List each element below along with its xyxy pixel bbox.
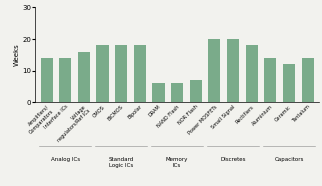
- Text: Memory
ICs: Memory ICs: [166, 157, 188, 168]
- Text: CMOS: CMOS: [92, 104, 106, 118]
- Text: Tantalum: Tantalum: [291, 104, 311, 124]
- Text: Capacitors: Capacitors: [274, 157, 304, 162]
- Bar: [171, 83, 183, 102]
- Text: DRAM: DRAM: [148, 104, 162, 118]
- Bar: [41, 58, 53, 102]
- Text: NOR Flash: NOR Flash: [177, 104, 199, 126]
- Bar: [115, 45, 127, 102]
- Bar: [246, 45, 258, 102]
- Text: NAND Flash: NAND Flash: [156, 104, 181, 129]
- Text: Voltage
regulators/Ref ICs: Voltage regulators/Ref ICs: [52, 104, 91, 143]
- Text: Bipolar: Bipolar: [127, 104, 143, 120]
- Bar: [78, 52, 90, 102]
- Text: Ceramic: Ceramic: [274, 104, 292, 122]
- Text: Standard
Logic ICs: Standard Logic ICs: [109, 157, 134, 168]
- Text: BiCMOS: BiCMOS: [107, 104, 125, 122]
- Bar: [283, 64, 295, 102]
- Bar: [301, 58, 314, 102]
- Text: Interface ICs: Interface ICs: [43, 104, 69, 130]
- Text: Rectifiers: Rectifiers: [235, 104, 255, 124]
- Bar: [97, 45, 109, 102]
- Y-axis label: Weeks: Weeks: [14, 44, 19, 66]
- Bar: [59, 58, 71, 102]
- Bar: [152, 83, 165, 102]
- Text: Aluminium: Aluminium: [251, 104, 274, 127]
- Bar: [264, 58, 276, 102]
- Bar: [227, 39, 239, 102]
- Text: Analog ICs: Analog ICs: [51, 157, 80, 162]
- Text: Small Signal: Small Signal: [211, 104, 237, 130]
- Text: Power MOSFETs: Power MOSFETs: [187, 104, 218, 135]
- Bar: [208, 39, 221, 102]
- Text: Amplifiers/
Comparators: Amplifiers/ Comparators: [24, 104, 54, 135]
- Bar: [134, 45, 146, 102]
- Bar: [190, 80, 202, 102]
- Text: Discretes: Discretes: [220, 157, 246, 162]
